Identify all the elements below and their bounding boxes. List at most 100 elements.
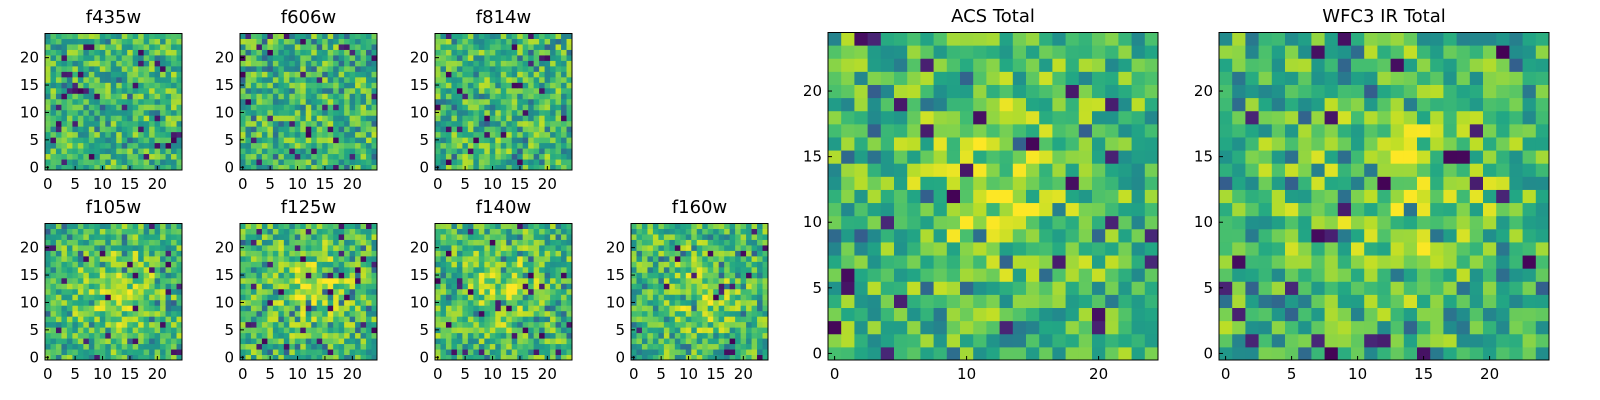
heatmap-cell — [544, 310, 551, 317]
heatmap-cell — [121, 332, 128, 339]
heatmap-cell — [757, 272, 764, 279]
heatmap-cell — [116, 153, 123, 160]
heatmap-cell — [680, 294, 687, 301]
heatmap-cell — [88, 49, 95, 56]
heatmap-cell — [658, 332, 665, 339]
heatmap-cell — [138, 288, 145, 295]
heatmap-cell — [1026, 320, 1040, 335]
heatmap-cell — [132, 82, 139, 89]
heatmap-cell — [116, 310, 123, 317]
heatmap-cell — [245, 153, 252, 160]
heatmap-cell — [724, 233, 731, 240]
heatmap-cell — [841, 202, 855, 217]
heatmap-cell — [533, 131, 540, 138]
heatmap-cell — [61, 233, 68, 240]
heatmap-cell — [522, 239, 529, 246]
heatmap-cell — [116, 255, 123, 262]
heatmap-cell — [986, 202, 1001, 217]
heatmap-cell — [72, 255, 79, 262]
heatmap-cell — [828, 136, 842, 151]
heatmap-cell — [316, 299, 323, 306]
heatmap-cell — [445, 343, 452, 350]
heatmap-cell — [261, 153, 268, 160]
heatmap-cell — [88, 272, 95, 279]
heatmap-cell — [674, 349, 681, 356]
heatmap-cell — [322, 98, 329, 105]
heatmap-cell — [907, 215, 921, 230]
heatmap-cell — [631, 310, 637, 317]
heatmap-cell — [713, 250, 720, 257]
heatmap-cell — [83, 316, 90, 323]
heatmap-cell — [528, 327, 535, 334]
heatmap-cell — [83, 239, 90, 246]
heatmap-cell — [121, 43, 128, 50]
heatmap-cell — [445, 349, 452, 356]
heatmap-cell — [366, 38, 373, 45]
heatmap-cell — [360, 98, 367, 105]
heatmap-cell — [647, 228, 654, 235]
heatmap-cell — [294, 142, 301, 149]
heatmap-cell — [294, 115, 301, 122]
heatmap-cell — [473, 294, 480, 301]
heatmap-cell — [245, 316, 252, 323]
heatmap-cell — [300, 288, 307, 295]
heatmap-cell — [691, 338, 698, 345]
heatmap-cell — [278, 233, 285, 240]
heatmap-cell — [544, 104, 551, 111]
heatmap-cell — [294, 104, 301, 111]
heatmap-cell — [555, 148, 562, 155]
heatmap-cell — [327, 316, 334, 323]
heatmap-cell — [105, 142, 112, 149]
heatmap-cell — [435, 76, 441, 83]
heatmap-cell — [272, 321, 279, 328]
heatmap-cell — [105, 332, 112, 339]
heatmap-cell — [1078, 176, 1093, 190]
heatmap-cell — [245, 60, 252, 67]
heatmap-cell — [1026, 123, 1040, 138]
heatmap-cell — [294, 43, 301, 50]
heatmap-cell — [658, 310, 665, 317]
heatmap-cell — [77, 343, 84, 350]
heatmap-cell — [355, 288, 362, 295]
heatmap-cell — [973, 228, 987, 243]
heatmap-cell — [289, 310, 296, 317]
heatmap-cell — [327, 148, 334, 155]
heatmap-cell — [740, 349, 747, 356]
heatmap-cell — [278, 153, 285, 160]
heatmap-cell — [718, 272, 725, 279]
heatmap-cell — [116, 316, 123, 323]
heatmap-cell — [1131, 228, 1146, 243]
heatmap-cell — [456, 299, 463, 306]
heatmap-cell — [757, 299, 764, 306]
heatmap-cell — [272, 288, 279, 295]
heatmap-cell — [663, 266, 670, 273]
heatmap-cell — [1105, 176, 1119, 190]
heatmap-cell — [165, 223, 172, 229]
heatmap-cell — [132, 354, 139, 361]
heatmap-cell — [66, 321, 73, 328]
heatmap-cell — [746, 354, 753, 361]
heatmap-cell — [973, 346, 987, 361]
heatmap-cell — [121, 272, 128, 279]
heatmap-cell — [77, 115, 84, 122]
heatmap-cell — [1078, 228, 1093, 243]
heatmap-cell — [713, 305, 720, 312]
heatmap-cell — [371, 142, 378, 149]
heatmap-cell — [456, 142, 463, 149]
heatmap-cell — [366, 33, 373, 39]
heatmap-cell — [561, 283, 568, 290]
heatmap-cell — [894, 123, 908, 138]
heatmap-cell — [116, 109, 123, 116]
heatmap-cell — [355, 115, 362, 122]
heatmap-cell — [272, 223, 279, 229]
heatmap-cell — [110, 349, 117, 356]
heatmap-cell — [484, 120, 491, 127]
heatmap-cell — [55, 239, 62, 246]
heatmap-cell — [94, 250, 101, 257]
heatmap-cell — [132, 131, 139, 138]
heatmap-cell — [440, 148, 447, 155]
heatmap-cell — [116, 65, 123, 72]
heatmap-cell — [116, 49, 123, 56]
heatmap-cell — [311, 272, 318, 279]
